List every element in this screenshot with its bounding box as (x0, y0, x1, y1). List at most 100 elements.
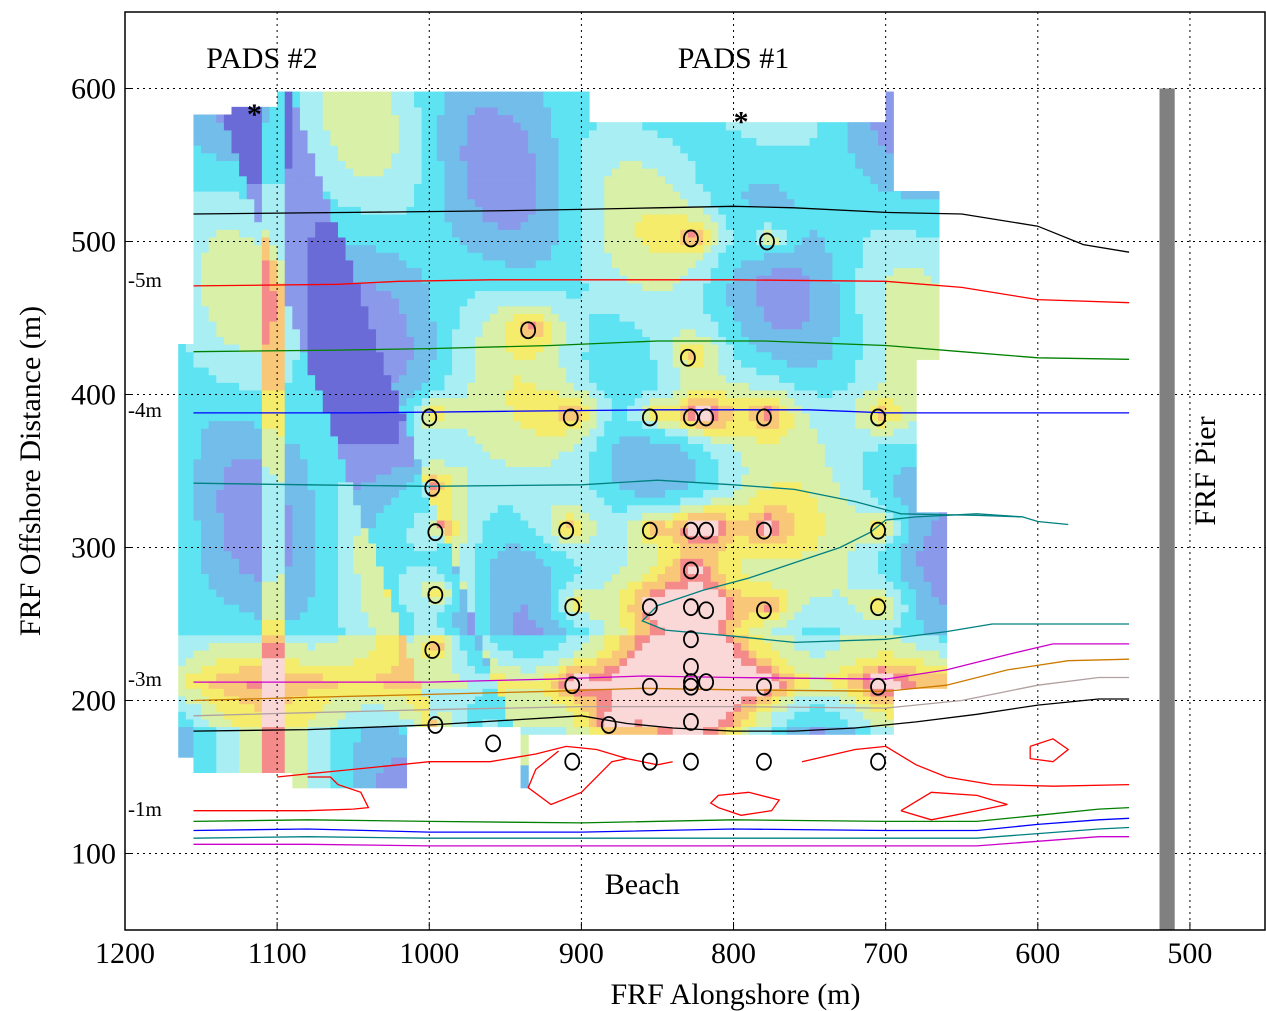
heatmap-cell (360, 443, 370, 452)
heatmap-cell (444, 374, 453, 383)
heatmap-cell (406, 152, 415, 162)
heatmap-cell (459, 206, 468, 215)
heatmap-cell (261, 382, 271, 391)
heatmap-cell (520, 420, 529, 429)
heatmap-cell (284, 481, 293, 490)
heatmap-cell (299, 99, 309, 108)
heatmap-cell (512, 711, 522, 720)
heatmap-cell (505, 466, 514, 475)
heatmap-cell (178, 665, 187, 674)
heatmap-cell (581, 129, 590, 139)
heatmap-cell (330, 305, 339, 315)
heatmap-cell (208, 550, 217, 559)
heatmap-cell (611, 581, 621, 590)
heatmap-cell (520, 527, 529, 536)
heatmap-cell (581, 504, 590, 513)
heatmap-cell (345, 657, 354, 666)
heatmap-cell (368, 474, 377, 483)
heatmap-cell (246, 336, 255, 345)
heatmap-cell (398, 428, 408, 437)
heatmap-cell (216, 221, 225, 230)
heatmap-cell (353, 267, 362, 276)
heatmap-cell (185, 397, 195, 406)
heatmap-cell (307, 160, 316, 169)
heatmap-cell (216, 466, 225, 475)
heatmap-cell (254, 428, 263, 437)
heatmap-cell (185, 573, 195, 582)
heatmap-cell (550, 359, 560, 368)
heatmap-cell (322, 718, 331, 728)
heatmap-cell (246, 328, 255, 337)
heatmap-cell (353, 558, 362, 567)
heatmap-cell (581, 581, 590, 590)
heatmap-cell (573, 305, 582, 315)
heatmap-cell (421, 497, 430, 506)
heatmap-cell (421, 711, 430, 720)
heatmap-cell (520, 221, 529, 230)
heatmap-cell (429, 657, 438, 666)
heatmap-cell (292, 619, 301, 628)
heatmap-cell (376, 764, 385, 774)
heatmap-cell (337, 734, 347, 743)
heatmap-cell (307, 718, 316, 728)
heatmap-cell (216, 213, 225, 223)
heatmap-cell (353, 634, 362, 643)
heatmap-cell (482, 642, 491, 651)
heatmap-cell (497, 604, 506, 613)
heatmap-cell (299, 688, 309, 697)
heatmap-cell (414, 198, 423, 207)
heatmap-cell (421, 351, 430, 360)
heatmap-cell (383, 627, 392, 636)
heatmap-cell (330, 634, 339, 643)
heatmap-cell (330, 122, 339, 131)
heatmap-cell (185, 726, 195, 735)
heatmap-cell (284, 282, 293, 292)
heatmap-cell (292, 650, 301, 659)
heatmap-cell (619, 252, 628, 261)
heatmap-cell (216, 405, 225, 414)
heatmap-cell (436, 99, 446, 108)
heatmap-cell (535, 443, 544, 452)
heatmap-cell (566, 665, 575, 674)
heatmap-cell (254, 244, 263, 253)
heatmap-cell (611, 252, 621, 261)
heatmap-cell (452, 634, 461, 643)
heatmap-cell (231, 542, 240, 552)
heatmap-cell (360, 688, 370, 697)
heatmap-cell (444, 474, 453, 483)
heatmap-cell (193, 428, 202, 437)
heatmap-cell (345, 588, 354, 598)
heatmap-cell (581, 282, 590, 292)
heatmap-cell (239, 497, 248, 506)
heatmap-cell (429, 527, 438, 536)
heatmap-cell (391, 581, 400, 590)
heatmap-cell (307, 604, 316, 613)
heatmap-cell (512, 344, 522, 353)
heatmap-cell (619, 298, 628, 307)
heatmap-cell (330, 183, 339, 192)
heatmap-cell (490, 213, 499, 223)
heatmap-cell (490, 435, 499, 445)
heatmap-cell (201, 749, 210, 758)
heatmap-cell (315, 734, 324, 743)
heatmap-cell (246, 718, 255, 728)
heatmap-cell (216, 145, 225, 154)
heatmap-cell (520, 573, 529, 582)
heatmap-cell (543, 298, 552, 307)
heatmap-cell (231, 435, 240, 445)
heatmap-cell (520, 535, 529, 544)
heatmap-cell (383, 474, 392, 483)
heatmap-cell (528, 657, 537, 666)
heatmap-cell (193, 221, 202, 230)
heatmap-cell (467, 290, 476, 299)
heatmap-cell (611, 267, 621, 276)
heatmap-cell (444, 160, 453, 169)
heatmap-cell (193, 213, 202, 223)
heatmap-cell (505, 405, 514, 414)
heatmap-cell (589, 688, 598, 697)
heatmap-cell (459, 604, 468, 613)
heatmap-cell (543, 382, 552, 391)
heatmap-cell (368, 565, 377, 575)
heatmap-cell (178, 688, 187, 697)
heatmap-cell (573, 481, 582, 490)
